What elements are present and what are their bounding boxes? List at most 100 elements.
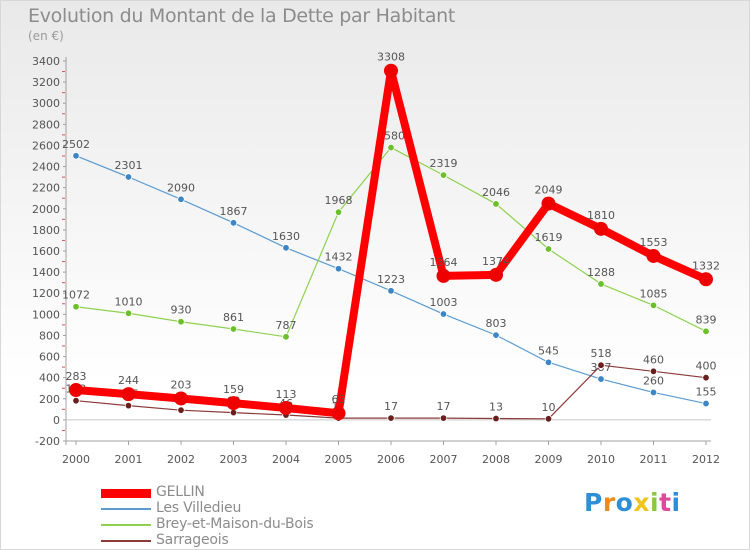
- data-point: [492, 200, 500, 208]
- data-label: 460: [643, 353, 664, 366]
- legend-swatch: [101, 524, 151, 526]
- data-label: 283: [66, 370, 87, 383]
- data-point: [124, 309, 133, 317]
- chart-series: 2502230120901867163014321223100380354538…: [62, 51, 720, 423]
- data-label: 787: [276, 319, 297, 332]
- data-point: [177, 318, 185, 326]
- data-label: 803: [486, 317, 507, 330]
- data-label: 1364: [430, 256, 458, 269]
- data-label: 2049: [535, 184, 563, 197]
- legend-swatch: [101, 540, 151, 542]
- data-point: [492, 414, 500, 423]
- data-point: [72, 303, 80, 311]
- data-point: [124, 401, 133, 410]
- data-label: 10: [542, 401, 556, 414]
- data-point: [69, 383, 83, 398]
- logo-letter: x: [633, 488, 650, 517]
- data-point: [334, 208, 343, 216]
- data-label: 1085: [640, 287, 668, 300]
- data-point: [282, 244, 290, 252]
- y-tick-label: 2400: [32, 161, 60, 174]
- data-label: 2090: [167, 181, 195, 194]
- logo-letter: P: [584, 488, 603, 517]
- data-point: [439, 310, 448, 318]
- x-tick-label: 2003: [220, 453, 248, 466]
- data-label: 17: [384, 400, 398, 413]
- y-tick-label: 1200: [32, 287, 60, 300]
- data-label: 155: [696, 386, 717, 399]
- x-tick-label: 2005: [325, 453, 353, 466]
- data-point: [702, 327, 710, 336]
- data-point: [439, 414, 448, 422]
- chart-axes: -200 0 200 400 600 800 1000 1200 1400 1600 1800 200…: [32, 55, 720, 466]
- series-brey-et-maison-du-bois: 1072101093086178719682580231920461619128…: [62, 130, 717, 341]
- data-label: 13: [489, 401, 503, 414]
- data-label: 1553: [640, 236, 668, 249]
- y-tick-label: -200: [35, 435, 60, 448]
- y-tick-label: 0: [53, 414, 60, 427]
- legend-swatch: [101, 508, 151, 510]
- legend-label: Les Villedieu: [156, 500, 242, 516]
- data-label: 545: [538, 344, 559, 357]
- data-label: 1288: [587, 266, 615, 279]
- data-label: 861: [223, 311, 244, 324]
- legend-label: Brey-et-Maison-du-Bois: [156, 516, 314, 532]
- data-point: [544, 415, 553, 423]
- data-label: 1968: [325, 194, 353, 207]
- data-point: [597, 375, 605, 383]
- logo-letter: o: [615, 488, 634, 517]
- data-point: [699, 272, 713, 287]
- series-line: [72, 66, 710, 418]
- data-point: [229, 408, 238, 417]
- data-label: 63: [332, 393, 346, 406]
- data-label: 244: [118, 374, 139, 387]
- data-point: [226, 396, 241, 411]
- data-label: 1630: [272, 230, 300, 243]
- data-point: [702, 399, 710, 408]
- x-tick-label: 2001: [115, 453, 143, 466]
- x-tick-label: 2010: [587, 453, 615, 466]
- data-point: [229, 219, 238, 227]
- legend-label: GELLIN: [156, 484, 205, 500]
- data-label: 400: [696, 360, 717, 373]
- x-tick-label: 2000: [62, 453, 90, 466]
- data-point: [387, 143, 395, 152]
- logo-letter: r: [602, 488, 616, 517]
- data-label: 17: [437, 400, 451, 413]
- y-tick-label: 3200: [32, 76, 60, 89]
- chart-subtitle: (en €): [28, 29, 64, 43]
- data-label: 1619: [535, 231, 563, 244]
- data-point: [121, 387, 136, 402]
- logo-letter: t: [659, 488, 672, 517]
- data-point: [177, 406, 185, 414]
- x-tick-label: 2006: [377, 453, 405, 466]
- x-tick-label: 2007: [430, 453, 458, 466]
- x-tick-label: 2002: [167, 453, 195, 466]
- data-point: [594, 221, 608, 236]
- y-tick-label: 2600: [32, 139, 60, 152]
- data-label: 1010: [115, 295, 143, 308]
- legend-label: Sarrageois: [156, 532, 229, 548]
- data-point: [279, 400, 293, 415]
- data-label: 2319: [430, 157, 458, 170]
- data-point: [597, 361, 605, 369]
- x-tick-label: 2008: [482, 453, 510, 466]
- y-tick-label: 3400: [32, 55, 60, 68]
- y-tick-label: 2800: [32, 118, 60, 131]
- data-point: [492, 331, 500, 339]
- data-point: [541, 196, 556, 211]
- y-tick-label: 1400: [32, 266, 60, 279]
- y-tick-label: 3000: [32, 97, 60, 110]
- y-tick-label: 200: [39, 393, 60, 406]
- data-label: 113: [276, 388, 297, 401]
- data-point: [649, 367, 658, 376]
- y-tick-label: 800: [39, 329, 60, 342]
- data-label: 1810: [587, 209, 615, 222]
- data-point: [544, 358, 553, 367]
- data-point: [282, 333, 290, 341]
- data-label: 1223: [377, 273, 405, 286]
- series-sarrageois: 1821359269461717171310518460400: [66, 347, 717, 423]
- x-tick-label: 2004: [272, 453, 300, 466]
- y-tick-label: 1800: [32, 224, 60, 237]
